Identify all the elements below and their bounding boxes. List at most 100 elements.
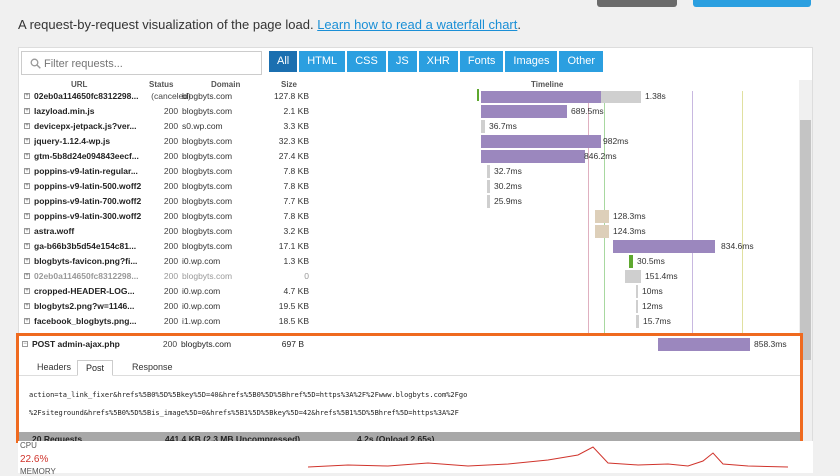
- memory-label: MEMORY: [20, 467, 56, 476]
- table-row[interactable]: + poppins-v9-latin-700.woff2 200 blogbyts.c…: [19, 194, 799, 209]
- expand-icon[interactable]: +: [24, 138, 30, 144]
- expand-icon[interactable]: +: [24, 318, 30, 324]
- table-row[interactable]: + astra.woff 200 blogbyts.com 3.2 KB 124.3ms: [19, 224, 799, 239]
- expand-icon[interactable]: +: [24, 168, 30, 174]
- filter-all-button[interactable]: All: [269, 51, 298, 72]
- request-status: 200: [163, 301, 179, 311]
- table-row[interactable]: + blogbyts-favicon.png?fi... 200 i0.wp.com 1…: [19, 254, 799, 269]
- top-action-button-blue[interactable]: [693, 0, 811, 7]
- expand-icon[interactable]: +: [24, 243, 30, 249]
- table-row[interactable]: + facebook_blogbyts.png... 200 i1.wp.com 18.…: [19, 314, 799, 329]
- expand-icon[interactable]: +: [24, 108, 30, 114]
- timeline-gridline: [742, 91, 743, 336]
- table-row[interactable]: + cropped-HEADER-LOG... 200 i0.wp.com 4.7 KB…: [19, 284, 799, 299]
- summary-time: 4.2s (Onload 2.65s): [357, 434, 435, 444]
- tab-post[interactable]: Post: [77, 360, 114, 376]
- request-size: 7.8 KB: [283, 211, 309, 221]
- request-domain: i0.wp.com: [182, 301, 221, 311]
- filter-css-button[interactable]: CSS: [347, 51, 386, 72]
- selected-request-size: 697 B: [281, 339, 304, 349]
- request-domain: i1.wp.com: [182, 316, 221, 326]
- timing-bar: [487, 195, 490, 208]
- selected-request-url: POST admin-ajax.php: [32, 339, 120, 349]
- filter-html-button[interactable]: HTML: [299, 51, 346, 72]
- table-row[interactable]: +02eb0a114650fc8312298... 200 blogbyts.com…: [19, 269, 799, 284]
- cpu-line: [308, 446, 788, 468]
- table-row[interactable]: + jquery-1.12.4-wp.js 200 blogbyts.com 32.3 …: [19, 134, 799, 149]
- expand-icon[interactable]: +: [24, 303, 30, 309]
- timing-bar: [636, 285, 638, 298]
- expand-icon[interactable]: +: [24, 153, 30, 159]
- request-time: 15.7ms: [643, 316, 671, 326]
- expand-icon[interactable]: +: [24, 198, 30, 204]
- request-time: 36.7ms: [489, 121, 517, 131]
- request-domain: blogbyts.com: [182, 196, 233, 206]
- filter-images-button[interactable]: Images: [505, 51, 558, 72]
- request-url: poppins-v9-latin-700.woff2: [34, 196, 142, 206]
- expand-icon[interactable]: +: [24, 288, 30, 294]
- expand-icon[interactable]: +: [24, 183, 30, 189]
- expand-icon[interactable]: +: [24, 213, 30, 219]
- collapse-icon[interactable]: −: [22, 341, 28, 347]
- request-status: 200: [163, 226, 179, 236]
- request-url: facebook_blogbyts.png...: [34, 316, 137, 326]
- column-status[interactable]: Status: [149, 80, 174, 89]
- timing-bar: [487, 165, 490, 178]
- request-url: poppins-v9-latin-300.woff2: [34, 211, 142, 221]
- table-row[interactable]: + lazyload.min.js 200 blogbyts.com 2.1 KB 689…: [19, 104, 799, 119]
- column-url[interactable]: URL: [71, 80, 88, 89]
- search-icon: [30, 58, 41, 69]
- selected-request-row[interactable]: − POST admin-ajax.php 200 blogbyts.com 6…: [19, 336, 800, 354]
- request-size: 27.4 KB: [278, 151, 309, 161]
- request-size: 4.7 KB: [283, 286, 309, 296]
- request-status: 200: [163, 106, 179, 116]
- request-time: 1.38s: [645, 91, 666, 101]
- request-url: astra.woff: [34, 226, 75, 236]
- filter-xhr-button[interactable]: XHR: [418, 51, 458, 72]
- cpu-label: CPU: [20, 441, 37, 450]
- filter-js-button[interactable]: JS: [387, 51, 417, 72]
- top-action-button-dark[interactable]: [597, 0, 677, 7]
- table-row[interactable]: + ga-b66b3b5d54e154c81... 200 blogbyts.com 1…: [19, 239, 799, 254]
- filter-requests-input[interactable]: [44, 55, 254, 72]
- expand-icon[interactable]: +: [24, 258, 30, 264]
- waterfall-help-link[interactable]: Learn how to read a waterfall chart: [317, 17, 518, 32]
- table-row[interactable]: + blogbyts2.png?w=1146... 200 i0.wp.com 19.5…: [19, 299, 799, 314]
- filter-other-button[interactable]: Other: [559, 51, 603, 72]
- timing-bar: [481, 120, 485, 133]
- cpu-value: 22.6%: [20, 454, 49, 465]
- request-size: 127.8 KB: [274, 91, 309, 101]
- post-body-line: action=ta_link_fixer&hrefs%5B0%5D%5Bkey%…: [29, 391, 468, 399]
- scrollbar-thumb[interactable]: [800, 120, 811, 360]
- timing-bar: [636, 300, 638, 313]
- post-body-line: %2Fsiteground&hrefs%5B0%5D%5Bis_image%5D…: [29, 409, 459, 417]
- request-time: 689.5ms: [571, 106, 604, 116]
- table-row[interactable]: +02eb0a114650fc8312298... (canceled) blogb…: [19, 91, 799, 104]
- filter-search-box[interactable]: [21, 51, 262, 75]
- expand-icon[interactable]: +: [24, 273, 30, 279]
- request-url: cropped-HEADER-LOG...: [34, 286, 135, 296]
- table-row[interactable]: + poppins-v9-latin-300.woff2 200 blogbyts.c…: [19, 209, 799, 224]
- request-time: 846.2ms: [584, 151, 617, 161]
- tab-headers[interactable]: Headers: [37, 362, 72, 372]
- tab-response[interactable]: Response: [132, 362, 173, 372]
- table-row[interactable]: + poppins-v9-latin-regular... 200 blogbyts.…: [19, 164, 799, 179]
- column-size[interactable]: Size: [281, 80, 298, 89]
- expand-icon[interactable]: +: [24, 228, 30, 234]
- request-status: (canceled): [151, 91, 191, 101]
- cpu-line-chart: [308, 446, 788, 468]
- expand-icon[interactable]: +: [24, 93, 30, 99]
- selected-request-domain: blogbyts.com: [181, 339, 232, 349]
- table-row[interactable]: + gtm-5b8d24e094843eecf... 200 blogbyts.com…: [19, 149, 799, 164]
- request-domain: blogbyts.com: [182, 91, 233, 101]
- timeline-gridline: [588, 91, 589, 336]
- table-row[interactable]: + devicepx-jetpack.js?ver... 200 s0.wp.com 3…: [19, 119, 799, 134]
- request-time: 30.2ms: [494, 181, 522, 191]
- column-domain[interactable]: Domain: [211, 80, 241, 89]
- request-size: 3.2 KB: [283, 226, 309, 236]
- request-domain: s0.wp.com: [182, 121, 223, 131]
- timing-bar: [629, 255, 633, 268]
- table-row[interactable]: + poppins-v9-latin-500.woff2 200 blogbyts.c…: [19, 179, 799, 194]
- expand-icon[interactable]: +: [24, 123, 30, 129]
- filter-fonts-button[interactable]: Fonts: [459, 51, 504, 72]
